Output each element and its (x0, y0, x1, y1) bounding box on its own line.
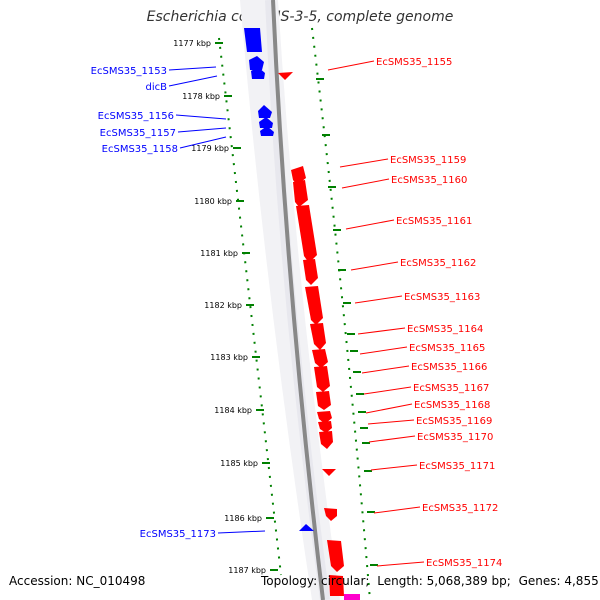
reverse-gene-connector (217, 530, 266, 534)
tick-label: 1184 kbp (214, 406, 252, 415)
forward-gene-label: EcSMS35_1155 (376, 57, 452, 68)
forward-gene-arrow (303, 259, 318, 285)
reverse-gene-connector (175, 114, 227, 120)
tick-label: 1179 kbp (191, 144, 229, 153)
reverse-gene-label: EcSMS35_1173 (140, 529, 216, 540)
accession-footer: Accession: NC_010498 (9, 574, 145, 588)
forward-gene-arrow (318, 421, 332, 433)
genes-label: Genes: (518, 574, 561, 588)
forward-gene-label: EcSMS35_1162 (400, 258, 476, 269)
reverse-gene-arrow (260, 126, 274, 136)
forward-gene-label: EcSMS35_1161 (396, 216, 472, 227)
forward-gene-label: EcSMS35_1174 (426, 558, 502, 569)
forward-gene-connector (368, 435, 416, 443)
forward-gene-label: EcSMS35_1166 (411, 362, 487, 373)
forward-gene-arrow (316, 391, 331, 410)
length-value: 5,068,389 bp (426, 574, 507, 588)
forward-gene-arrow (314, 366, 330, 392)
forward-gene-arrow (322, 469, 336, 476)
reverse-gene-arrow (299, 524, 314, 531)
forward-gene-connector (339, 158, 389, 168)
tick-label: 1187 kbp (228, 566, 266, 575)
reverse-gene-connector (179, 136, 227, 149)
forward-gene-connector (350, 261, 399, 271)
gene-layer (244, 28, 360, 600)
topology-value: circular (320, 574, 366, 588)
forward-gene-connector (345, 219, 395, 230)
forward-gene-label: EcSMS35_1172 (422, 503, 498, 514)
forward-gene-connector (373, 506, 421, 514)
label-layer: EcSMS35_1153 dicB EcSMS35_1156 EcSMS35_1157… (91, 57, 503, 569)
map-title: Escherichia coli SMS-3-5, complete genom… (146, 9, 454, 25)
forward-gene-label: EcSMS35_1168 (414, 400, 490, 411)
reverse-gene-connector (177, 127, 227, 133)
reverse-gene-arrow (251, 67, 265, 79)
accession-label: Accession: (9, 574, 73, 588)
length-label: Length: (377, 574, 423, 588)
backbone-layer (240, 0, 340, 600)
inner-tick-ring (218, 37, 282, 576)
forward-gene-connector (376, 561, 425, 567)
forward-gene-connector (354, 295, 403, 304)
tick-label: 1177 kbp (173, 39, 211, 48)
reverse-gene-label: EcSMS35_1153 (91, 66, 167, 77)
forward-gene-connector (359, 346, 408, 355)
forward-gene-arrow (296, 205, 317, 263)
reverse-gene-label: EcSMS35_1157 (100, 128, 176, 139)
reverse-gene-arrow (249, 56, 264, 70)
forward-gene-arrow (310, 323, 326, 350)
forward-gene-arrow (293, 180, 308, 207)
backbone-line (271, 0, 325, 600)
forward-gene-connector (370, 464, 418, 471)
tick-label: 1185 kbp (220, 459, 258, 468)
forward-gene-arrow (319, 431, 333, 449)
reverse-gene-arrow (244, 28, 262, 52)
genome-stats-footer: Topology: circular; Length: 5,068,389 bp… (261, 574, 599, 588)
forward-gene-arrow (327, 540, 344, 572)
forward-gene-label: EcSMS35_1163 (404, 292, 480, 303)
reverse-gene-label: EcSMS35_1156 (98, 111, 174, 122)
reverse-gene-connector (168, 66, 217, 71)
reverse-gene-label: dicB (146, 82, 168, 93)
outer-tick-ring (311, 27, 371, 600)
tick-label: 1186 kbp (224, 514, 262, 523)
tick-label: 1181 kbp (200, 249, 238, 258)
forward-gene-connector (361, 365, 410, 374)
forward-gene-arrow (324, 508, 337, 521)
topology-label: Topology: (261, 574, 318, 588)
forward-gene-arrow (291, 166, 306, 185)
forward-gene-arrow (329, 575, 344, 596)
tick-layer: 1177 kbp 1178 kbp 1179 kbp 1180 kbp 1181 kbp… (173, 27, 378, 600)
forward-gene-connector (357, 327, 406, 335)
forward-gene-label: EcSMS35_1167 (413, 383, 489, 394)
forward-gene-arrow (312, 349, 328, 368)
forward-gene-label: EcSMS35_1160 (391, 175, 467, 186)
reverse-gene-arrow (259, 117, 273, 128)
forward-gene-connector (367, 419, 415, 425)
tick-label: 1180 kbp (194, 197, 232, 206)
accession-value: NC_010498 (76, 574, 146, 588)
forward-gene-label: EcSMS35_1164 (407, 324, 483, 335)
forward-gene-arrow (278, 72, 293, 80)
forward-gene-label: EcSMS35_1169 (416, 416, 492, 427)
tick-label: 1182 kbp (204, 301, 242, 310)
forward-gene-label: EcSMS35_1159 (390, 155, 466, 166)
genes-value: 4,855 (564, 574, 599, 588)
tick-label: 1178 kbp (182, 92, 220, 101)
forward-gene-connector (365, 403, 413, 414)
reverse-gene-label: EcSMS35_1158 (102, 144, 178, 155)
highlight-gene (344, 594, 360, 600)
forward-gene-label: EcSMS35_1165 (409, 343, 485, 354)
reverse-gene-connector (168, 75, 218, 87)
tick-label: 1183 kbp (210, 353, 248, 362)
forward-gene-label: EcSMS35_1171 (419, 461, 495, 472)
forward-gene-label: EcSMS35_1170 (417, 432, 493, 443)
reverse-gene-arrow (258, 105, 272, 118)
forward-gene-connector (327, 60, 375, 71)
forward-gene-connector (341, 178, 390, 189)
forward-gene-arrow (317, 411, 332, 424)
forward-gene-connector (363, 386, 412, 395)
forward-gene-arrow (305, 286, 323, 325)
